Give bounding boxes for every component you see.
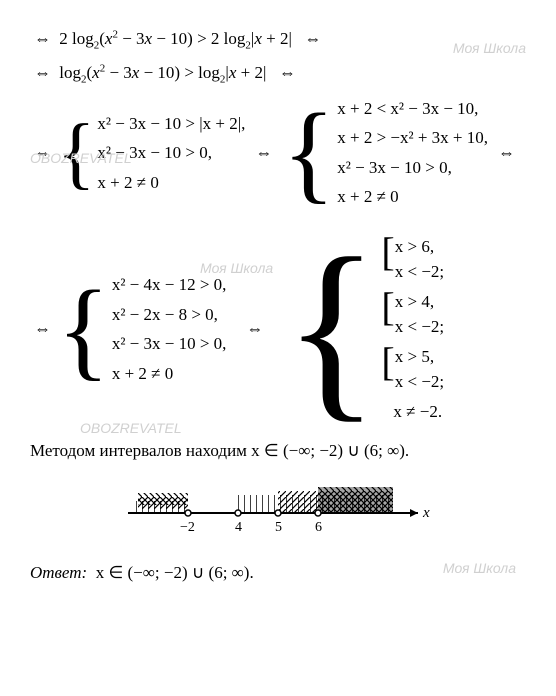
eq: x > 6, xyxy=(395,234,444,260)
eq: x + 2 ≠ 0 xyxy=(112,361,227,387)
eq: x + 2 > −x² + 3x + 10, xyxy=(337,125,488,151)
eq: x > 4, xyxy=(395,289,444,315)
eq: x² − 3x − 10 > |x + 2|, xyxy=(97,111,245,137)
eq: x² − 3x − 10 > 0, xyxy=(97,140,245,166)
systems-row-2: ⇔ { x² − 4x − 12 > 0, x² − 2x − 8 > 0, x… xyxy=(30,232,526,427)
eq: x² − 3x − 10 > 0, xyxy=(337,155,488,181)
number-line-diagram: x −2 4 5 6 xyxy=(30,473,526,548)
iff-symbol: ⇔ xyxy=(34,29,51,48)
answer-line: Ответ: x ∈ (−∞; −2) ∪ (6; ∞). xyxy=(30,563,526,583)
x-axis-label: x xyxy=(422,505,430,521)
eq: x² − 2x − 8 > 0, xyxy=(112,302,227,328)
eq: x² − 3x − 10 > 0, xyxy=(112,331,227,357)
iff-symbol: ⇔ xyxy=(279,63,296,82)
tick-label: −2 xyxy=(180,520,195,535)
iff-symbol: ⇔ xyxy=(304,29,321,48)
tick-label: 4 xyxy=(235,520,242,535)
system-1: { x² − 3x − 10 > |x + 2|, x² − 3x − 10 >… xyxy=(57,109,245,198)
iff-symbol: ⇔ xyxy=(34,140,51,166)
iff-symbol: ⇔ xyxy=(255,140,272,166)
system-4: { [x > 6,x < −2; [x > 4,x < −2; [x > 5,x… xyxy=(283,232,444,427)
iff-symbol: ⇔ xyxy=(246,316,263,342)
eq: x² − 4x − 12 > 0, xyxy=(112,272,227,298)
math-line-2: ⇔ log2(x2 − 3x − 10) > log2|x + 2| ⇔ xyxy=(30,60,526,88)
eq: x > 5, xyxy=(395,344,444,370)
system-3: { x² − 4x − 12 > 0, x² − 2x − 8 > 0, x² … xyxy=(57,270,226,388)
iff-symbol: ⇔ xyxy=(34,316,51,342)
math-line-1: ⇔ 2 log2(x2 − 3x − 10) > 2 log2|x + 2| ⇔ xyxy=(30,26,526,54)
systems-row-1: ⇔ { x² − 3x − 10 > |x + 2|, x² − 3x − 10… xyxy=(30,94,526,212)
eq: x + 2 ≠ 0 xyxy=(337,184,488,210)
tick-label: 6 xyxy=(315,520,322,535)
answer-label: Ответ: xyxy=(30,563,87,582)
iff-symbol: ⇔ xyxy=(34,63,51,82)
eq: x + 2 ≠ 0 xyxy=(97,170,245,196)
iff-symbol: ⇔ xyxy=(498,140,515,166)
eq: x < −2; xyxy=(395,314,444,340)
method-text: Методом интервалов находим x ∈ (−∞; −2) … xyxy=(30,441,526,461)
eq: x < −2; xyxy=(395,259,444,285)
eq: x ≠ −2. xyxy=(381,399,444,425)
answer-value: x ∈ (−∞; −2) ∪ (6; ∞). xyxy=(96,563,254,582)
system-2: { x + 2 < x² − 3x − 10, x + 2 > −x² + 3x… xyxy=(282,94,488,212)
eq: x < −2; xyxy=(395,369,444,395)
tick-label: 5 xyxy=(275,520,282,535)
eq: x + 2 < x² − 3x − 10, xyxy=(337,96,488,122)
